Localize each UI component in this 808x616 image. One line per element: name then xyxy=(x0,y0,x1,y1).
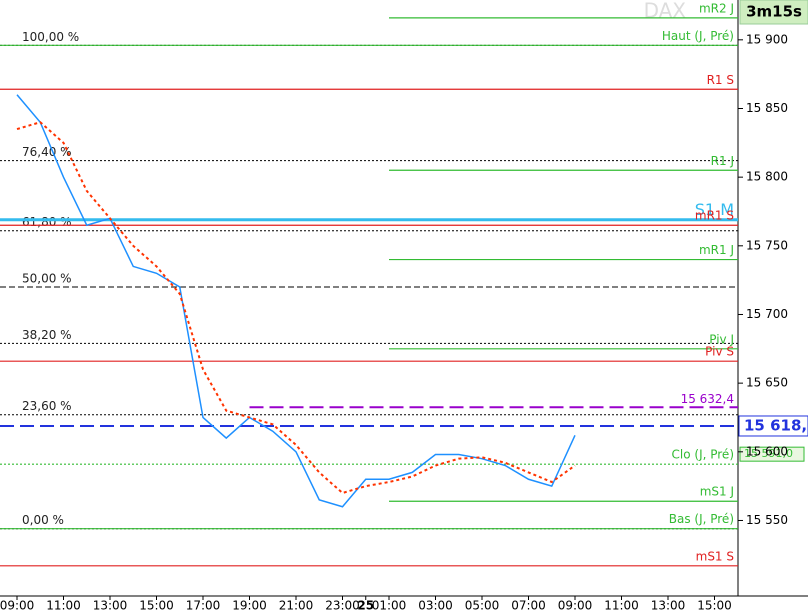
y-tick-label: 15 800 xyxy=(746,170,788,184)
x-tick-label: 19:00 xyxy=(232,599,267,613)
fib-label: 61,80 % xyxy=(22,215,72,229)
price-tag xyxy=(738,415,808,437)
level-label: mR2 J xyxy=(699,1,734,15)
level-label: Bas (J, Pré) xyxy=(669,512,734,526)
x-tick-label: 09:00 xyxy=(0,599,34,613)
x-tick-label: 21:00 xyxy=(279,599,314,613)
moving-average xyxy=(16,121,576,495)
fib-label: 100,00 % xyxy=(22,30,79,44)
x-tick-label: 03:00 xyxy=(418,599,453,613)
x-tick-label: 15:00 xyxy=(139,599,174,613)
x-tick-label: 05:00 xyxy=(465,599,500,613)
x-tick-label: 11:00 xyxy=(46,599,81,613)
level-label: Haut (J, Pré) xyxy=(662,29,734,43)
timer-box xyxy=(739,0,808,25)
fib-label: 38,20 % xyxy=(22,328,72,342)
level-value: 15 632,4 xyxy=(681,392,734,406)
level-label: Piv J xyxy=(709,332,734,346)
y-tick-label: 15 650 xyxy=(746,376,788,390)
x-tick-label: 15:00 xyxy=(697,599,732,613)
level-label: mR1 S xyxy=(695,209,734,223)
fib-label: 0,00 % xyxy=(22,513,64,527)
x-tick-label: 09:00 xyxy=(558,599,593,613)
x-tick-label: 11:00 xyxy=(604,599,639,613)
x-tick-label: 13:00 xyxy=(93,599,128,613)
x-tick-label: 23:00 xyxy=(325,599,360,613)
x-tick-label: 01:00 xyxy=(372,599,407,613)
timer: 3m15s xyxy=(746,3,802,21)
fib-label: 50,00 % xyxy=(22,272,72,286)
level-label: mS1 J xyxy=(700,485,734,499)
x-tick-label: 25 xyxy=(357,599,374,613)
y-tick-label: 15 900 xyxy=(746,32,788,46)
price-tag xyxy=(739,446,805,462)
level-label: Piv S xyxy=(705,345,734,359)
level-value: 15 618,8 xyxy=(744,416,808,434)
y-tick-label: 15 850 xyxy=(746,101,788,115)
level-label: mS1 S xyxy=(696,549,734,563)
level-label: R1 S xyxy=(707,73,734,87)
level-label: S1 M xyxy=(695,200,734,219)
watermark: DAX xyxy=(644,0,687,23)
fib-label: 23,60 % xyxy=(22,399,72,413)
y-tick-label: 15 550 xyxy=(746,513,788,527)
level-label: R1 J xyxy=(711,154,734,168)
x-tick-label: 17:00 xyxy=(186,599,221,613)
x-tick-label: 13:00 xyxy=(651,599,686,613)
x-tick-label: 07:00 xyxy=(511,599,546,613)
level-label: Clo (J, Pré) xyxy=(672,448,734,462)
y-tick-label: 15 700 xyxy=(746,307,788,321)
fib-label: 76,40 % xyxy=(22,145,72,159)
y-tick-label: 15 600 xyxy=(746,444,788,458)
level-value: 15 591,0 xyxy=(744,447,793,460)
y-tick-label: 15 750 xyxy=(746,238,788,252)
level-label: mR1 J xyxy=(699,243,734,257)
